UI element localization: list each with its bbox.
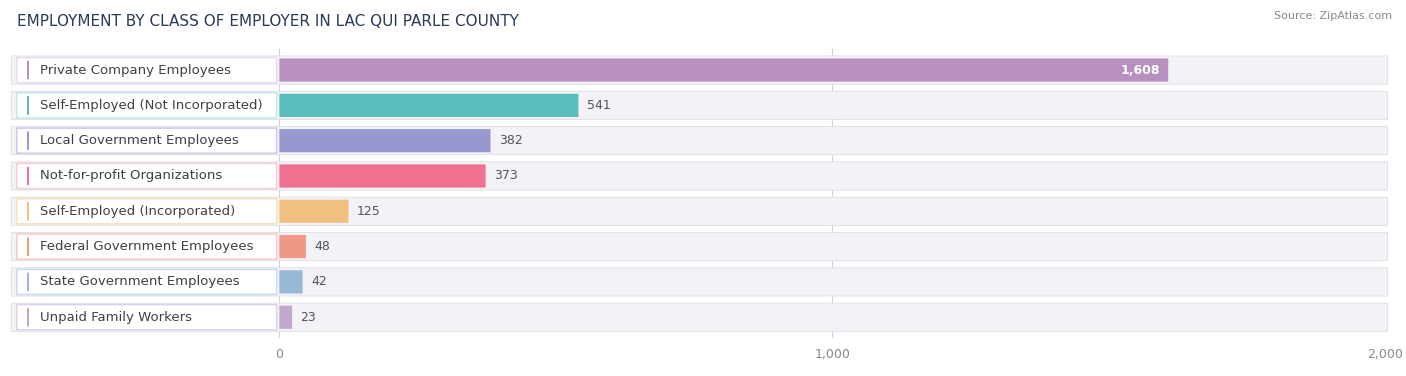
FancyBboxPatch shape (11, 91, 1388, 120)
FancyBboxPatch shape (11, 232, 1388, 261)
Text: Federal Government Employees: Federal Government Employees (39, 240, 253, 253)
FancyBboxPatch shape (11, 162, 1388, 190)
Text: 42: 42 (311, 275, 326, 288)
FancyBboxPatch shape (17, 234, 277, 259)
FancyBboxPatch shape (280, 129, 491, 152)
FancyBboxPatch shape (280, 235, 307, 258)
FancyBboxPatch shape (280, 59, 1168, 82)
FancyBboxPatch shape (280, 200, 349, 223)
Text: 1,608: 1,608 (1121, 64, 1160, 77)
FancyBboxPatch shape (17, 128, 277, 153)
FancyBboxPatch shape (280, 270, 302, 294)
Text: State Government Employees: State Government Employees (39, 275, 239, 288)
Text: Self-Employed (Incorporated): Self-Employed (Incorporated) (39, 205, 235, 218)
Text: 373: 373 (494, 170, 517, 182)
Text: 23: 23 (301, 311, 316, 324)
Text: 541: 541 (586, 99, 610, 112)
FancyBboxPatch shape (17, 164, 277, 188)
Text: Self-Employed (Not Incorporated): Self-Employed (Not Incorporated) (39, 99, 263, 112)
FancyBboxPatch shape (11, 303, 1388, 331)
Text: 382: 382 (499, 134, 523, 147)
FancyBboxPatch shape (17, 199, 277, 224)
FancyBboxPatch shape (17, 93, 277, 118)
FancyBboxPatch shape (17, 58, 277, 83)
FancyBboxPatch shape (11, 127, 1388, 155)
Text: 125: 125 (357, 205, 381, 218)
Text: Local Government Employees: Local Government Employees (39, 134, 239, 147)
FancyBboxPatch shape (11, 197, 1388, 226)
FancyBboxPatch shape (280, 306, 292, 329)
Text: Source: ZipAtlas.com: Source: ZipAtlas.com (1274, 11, 1392, 21)
FancyBboxPatch shape (11, 268, 1388, 296)
Text: Not-for-profit Organizations: Not-for-profit Organizations (39, 170, 222, 182)
FancyBboxPatch shape (280, 94, 578, 117)
Text: 48: 48 (314, 240, 330, 253)
Text: Private Company Employees: Private Company Employees (39, 64, 231, 77)
FancyBboxPatch shape (17, 305, 277, 330)
Text: EMPLOYMENT BY CLASS OF EMPLOYER IN LAC QUI PARLE COUNTY: EMPLOYMENT BY CLASS OF EMPLOYER IN LAC Q… (17, 14, 519, 29)
Text: Unpaid Family Workers: Unpaid Family Workers (39, 311, 193, 324)
FancyBboxPatch shape (280, 164, 485, 188)
FancyBboxPatch shape (11, 56, 1388, 84)
FancyBboxPatch shape (17, 269, 277, 294)
